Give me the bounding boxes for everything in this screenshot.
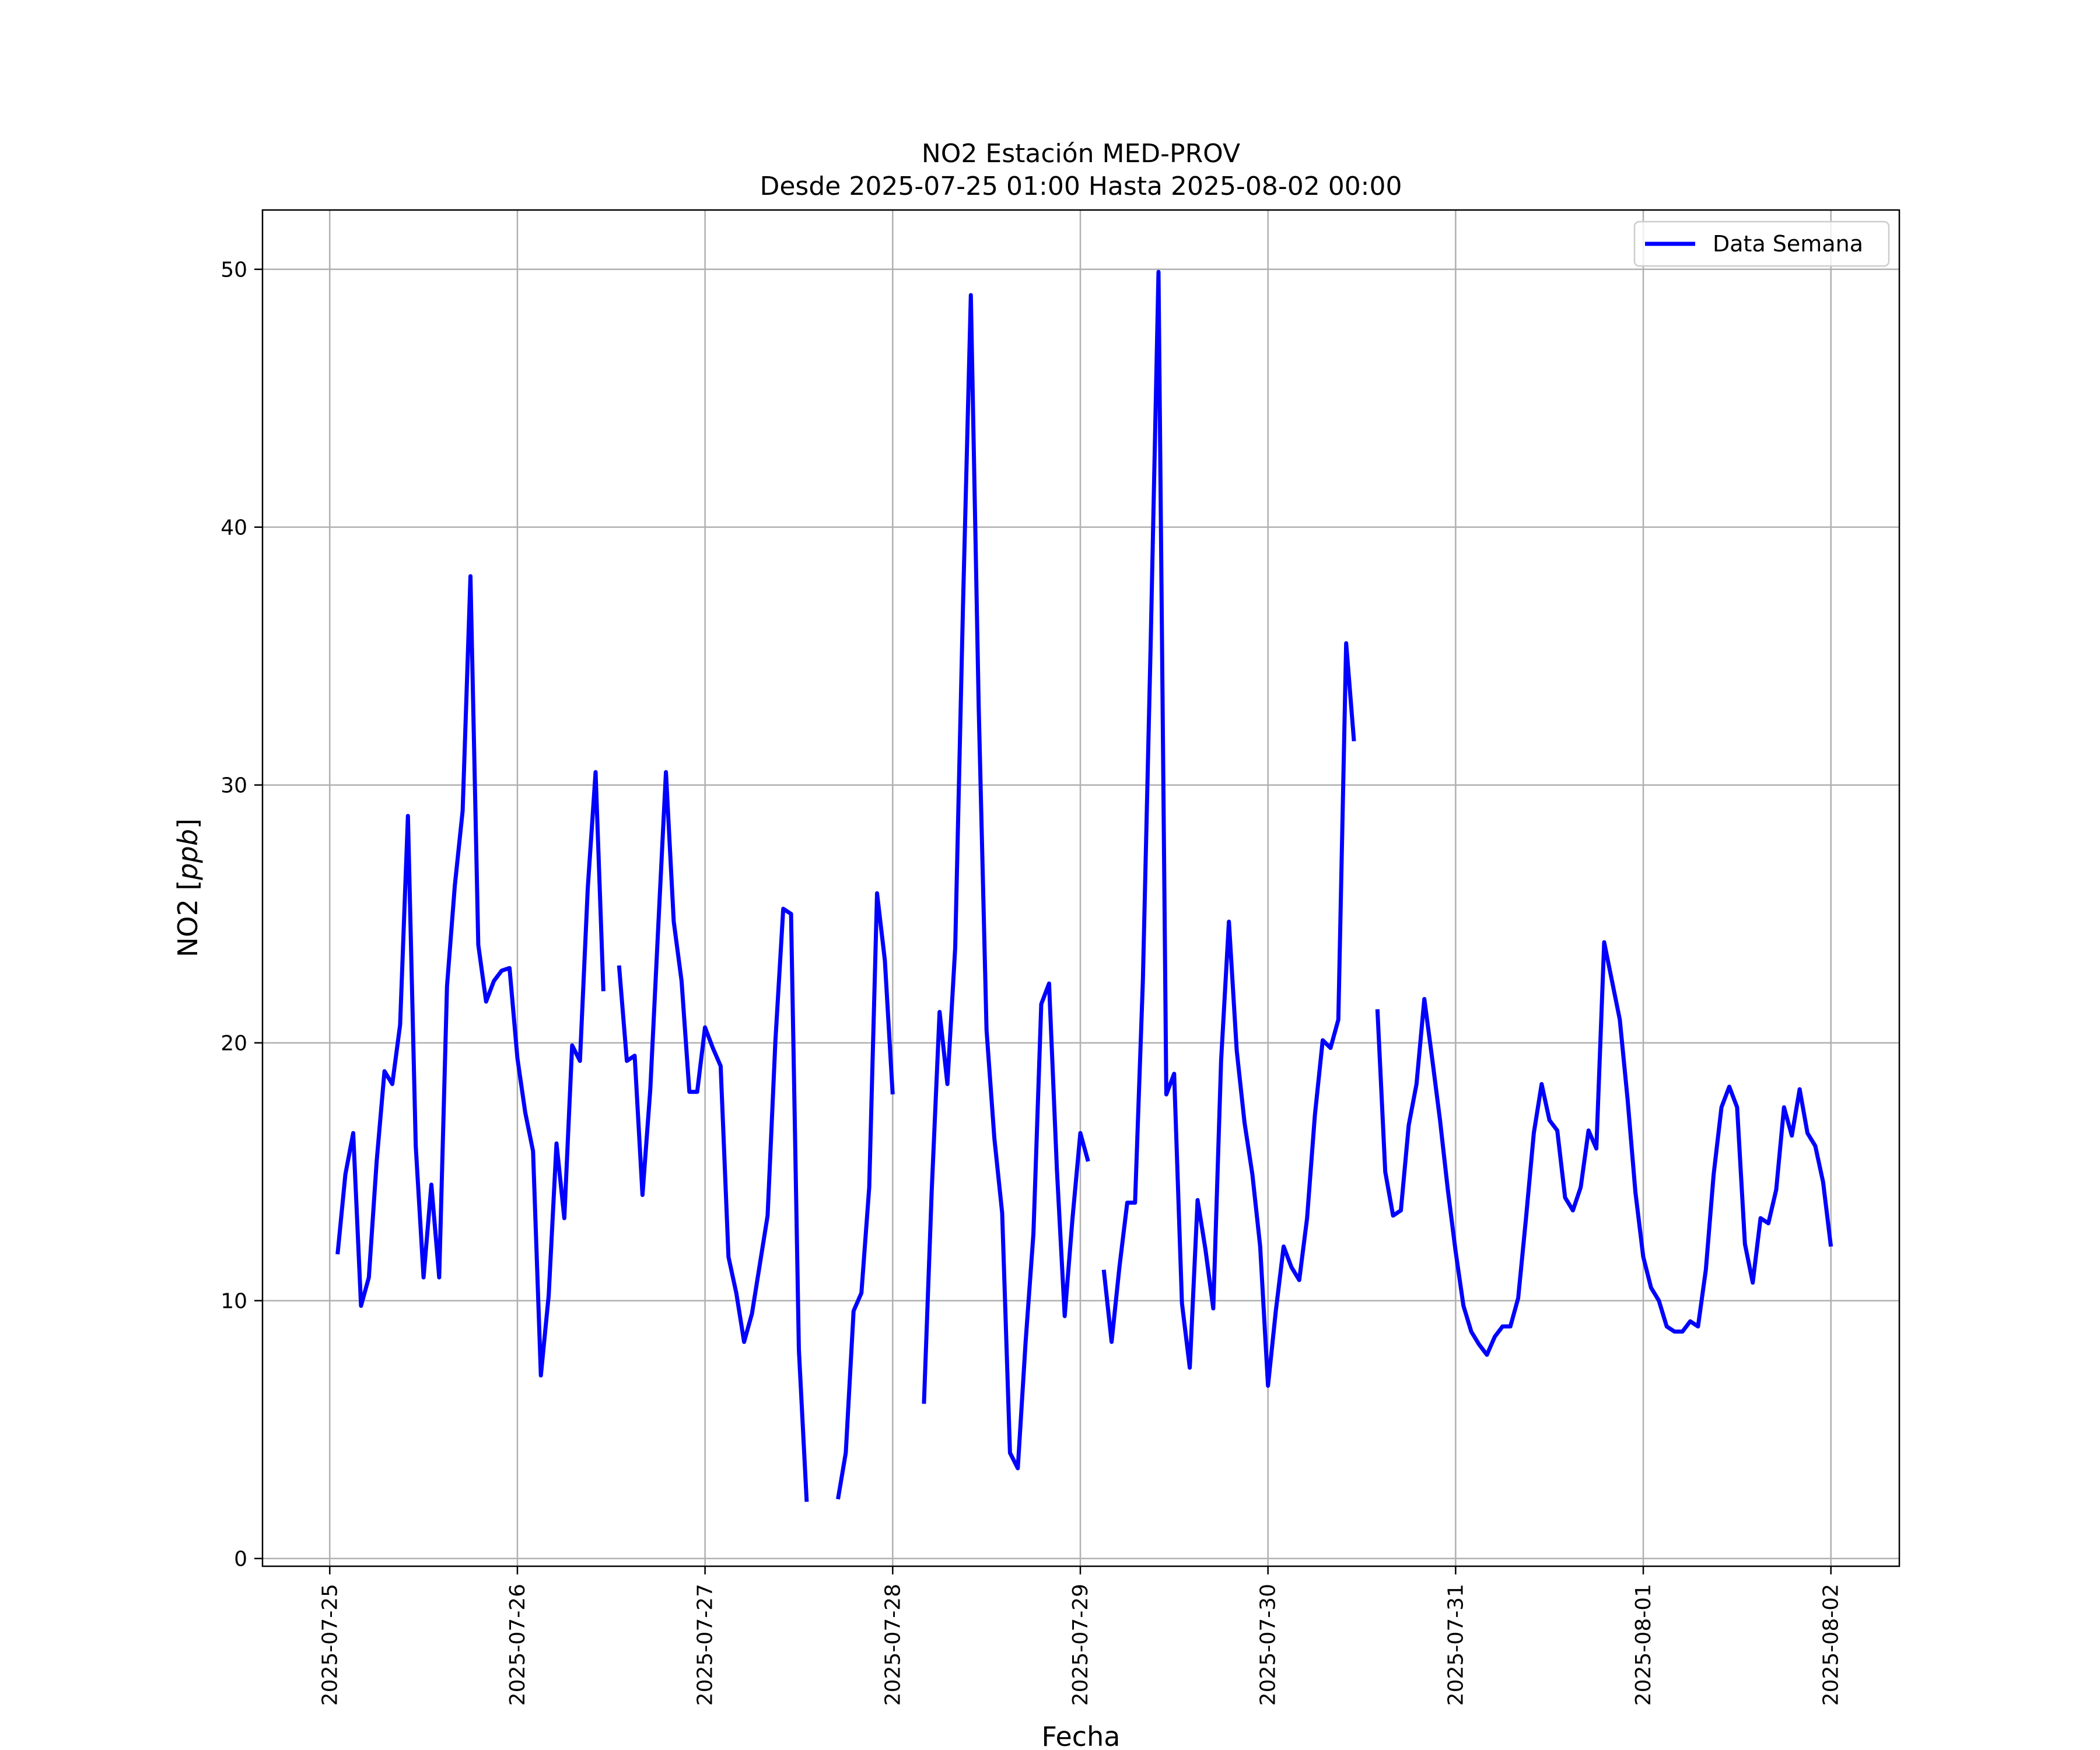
chart-subtitle: Desde 2025-07-25 01:00 Hasta 2025-08-02 … (760, 172, 1402, 201)
y-tick-label: 40 (220, 516, 247, 540)
legend-box (1633, 220, 1890, 267)
x-tick-label: 2025-07-27 (694, 1584, 718, 1706)
x-tick-label: 2025-07-31 (1444, 1584, 1468, 1706)
x-tick-label: 2025-07-25 (318, 1584, 342, 1706)
legend-entry-data-semana: Data Semana (1713, 231, 1863, 257)
y-tick-label: 0 (234, 1548, 247, 1572)
x-tick-label: 2025-07-26 (506, 1584, 530, 1706)
y-tick-label: 10 (220, 1290, 247, 1314)
y-axis-ticks: 0 10 20 30 40 50 (220, 258, 262, 1572)
series-line-data-semana (335, 270, 1833, 1502)
y-tick-label: 50 (220, 258, 247, 282)
y-axis-label: NO2 [ppb] (172, 818, 204, 957)
y-tick-label: 30 (220, 774, 247, 798)
x-tick-label: 2025-07-30 (1256, 1584, 1280, 1706)
x-tick-label: 2025-07-28 (881, 1584, 905, 1706)
legend: Data Semana (1633, 220, 1890, 267)
x-axis-label: Fecha (1042, 1721, 1121, 1750)
x-tick-label: 2025-08-02 (1819, 1584, 1843, 1706)
x-tick-label: 2025-07-29 (1069, 1584, 1093, 1706)
x-axis-ticks: 2025-07-25 2025-07-26 2025-07-27 2025-07-28… (318, 1566, 1843, 1706)
grid (262, 210, 1899, 1566)
y-tick-label: 20 (220, 1032, 247, 1056)
chart-title: NO2 Estación MED-PROV (922, 139, 1240, 169)
x-tick-label: 2025-08-01 (1632, 1584, 1656, 1706)
series-layer (335, 270, 1833, 1502)
